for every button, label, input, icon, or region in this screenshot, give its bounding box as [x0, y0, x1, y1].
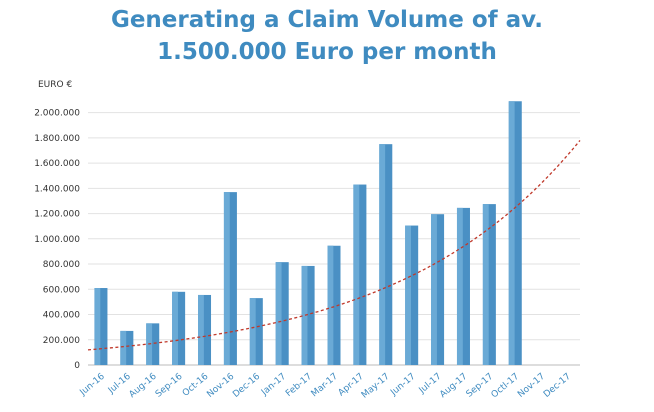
y-tick-label: 1.400.000 [34, 184, 80, 194]
bar-highlight [249, 298, 256, 365]
bar-highlight [431, 214, 437, 365]
y-tick-label: 600.000 [43, 285, 80, 295]
y-tick-label: 1.800.000 [34, 134, 80, 144]
bar-highlight [120, 330, 127, 365]
x-tick-label: Nov-16 [205, 371, 236, 399]
bar-highlight [379, 144, 386, 365]
x-tick-label: Aug-17 [438, 372, 469, 400]
x-tick-label: Aug-16 [128, 371, 159, 400]
bar-highlight [172, 291, 178, 365]
bar-highlight [405, 225, 412, 365]
bar-highlight [301, 265, 308, 365]
y-tick-label: 800.000 [43, 260, 80, 270]
bar-highlight [353, 184, 360, 365]
bar-highlight [456, 207, 463, 365]
y-tick-label: 1.200.000 [34, 210, 80, 220]
x-tick-label: Sep-16 [154, 371, 185, 399]
y-tick-label: 0 [74, 361, 80, 371]
x-tick-label: Dec-16 [231, 371, 262, 399]
x-tick-label: May-17 [360, 372, 392, 401]
bar-highlight [198, 294, 204, 365]
y-tick-label: 2.000.000 [34, 109, 80, 119]
bar-highlight [327, 245, 334, 365]
bar-highlight [94, 288, 101, 365]
y-tick-label: 200.000 [43, 336, 80, 346]
y-tick-label: 1.600.000 [34, 159, 80, 169]
x-tick-label: Jun-16 [78, 371, 107, 398]
x-tick-label: Jan-17 [259, 372, 288, 399]
bar-highlight [508, 101, 515, 365]
trendline [87, 139, 581, 351]
x-tick-label: Jun-17 [388, 372, 417, 399]
chart-title-line-2: 1.500.000 Euro per month [157, 39, 497, 65]
x-tick-label: Nov-17 [516, 372, 547, 400]
x-tick-label: Feb-17 [284, 372, 314, 399]
x-tick-label: Mar-17 [310, 372, 340, 400]
bar-highlight [223, 192, 230, 365]
chart-title-line-1: Generating a Claim Volume of av. [110, 7, 544, 33]
bar-highlight [275, 262, 282, 365]
y-tick-label: 1.000.000 [34, 235, 80, 245]
x-tick-label: Octl-17 [490, 372, 522, 401]
bar-highlight [482, 204, 489, 365]
x-tick-label: Dec-17 [542, 372, 573, 400]
y-tick-label: 400.000 [43, 311, 80, 321]
y-axis-label: EURO € [38, 80, 73, 90]
